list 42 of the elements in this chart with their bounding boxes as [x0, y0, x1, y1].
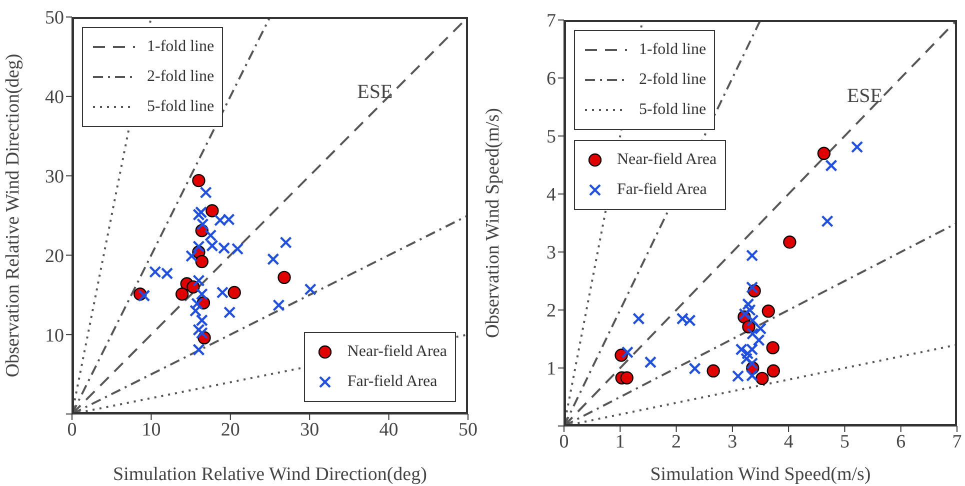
y-tick-label: 5: [546, 126, 556, 148]
x-tick-label: 4: [784, 431, 794, 452]
y-tick-label: 10: [45, 325, 64, 346]
y-tick-label: 1: [546, 358, 556, 380]
x-tick-label: 10: [142, 419, 161, 440]
y-tick-label: 20: [45, 246, 64, 267]
y-tick-label: 30: [45, 166, 64, 188]
x-tick-label: 2: [672, 431, 682, 452]
y-tick-label: 4: [546, 184, 556, 206]
legend-label: 5-fold line: [639, 101, 706, 119]
x-axis-title: Simulation Relative Wind Direction(deg): [113, 464, 427, 485]
x-tick-label: 1: [615, 431, 625, 452]
legend-label: 2-fold line: [147, 68, 214, 86]
y-axis-title: Observation Relative Wind Direction(deg): [2, 54, 24, 378]
x-tick-label: 50: [458, 419, 478, 440]
y-tick-label: 40: [45, 87, 64, 108]
x-tick-label: 30: [300, 419, 320, 440]
x-tick-label: 0: [559, 431, 569, 452]
x-tick-label: 5: [840, 431, 850, 452]
y-tick-label: 3: [546, 242, 556, 264]
legend-label: Far-field Area: [347, 373, 438, 391]
annotation: ESE: [846, 84, 883, 108]
y-tick-label: 7: [546, 10, 556, 32]
y-tick-label: 6: [546, 68, 556, 90]
legend-label: Near-field Area: [347, 343, 447, 361]
legend-label: 5-fold line: [147, 98, 214, 116]
legend-label: 2-fold line: [639, 71, 706, 89]
x-tick-label: 3: [728, 431, 738, 452]
x-tick-label: 6: [896, 431, 906, 452]
y-tick-label: 2: [546, 300, 556, 322]
annotation: ESE: [357, 80, 393, 104]
legend-label: Near-field Area: [617, 151, 717, 169]
x-tick-label: 7: [952, 431, 962, 452]
x-axis-title: Simulation Wind Speed(m/s): [650, 464, 871, 485]
y-tick-label: 50: [45, 8, 64, 29]
x-tick-label: 40: [379, 419, 398, 440]
legend-label: Far-field Area: [617, 181, 707, 199]
legend-label: 1-fold line: [147, 38, 214, 56]
x-tick-label: 0: [67, 419, 77, 440]
y-axis-title: Observation Wind Speed(m/s): [482, 108, 504, 338]
legend-label: 1-fold line: [639, 41, 706, 59]
x-tick-label: 20: [220, 419, 240, 440]
